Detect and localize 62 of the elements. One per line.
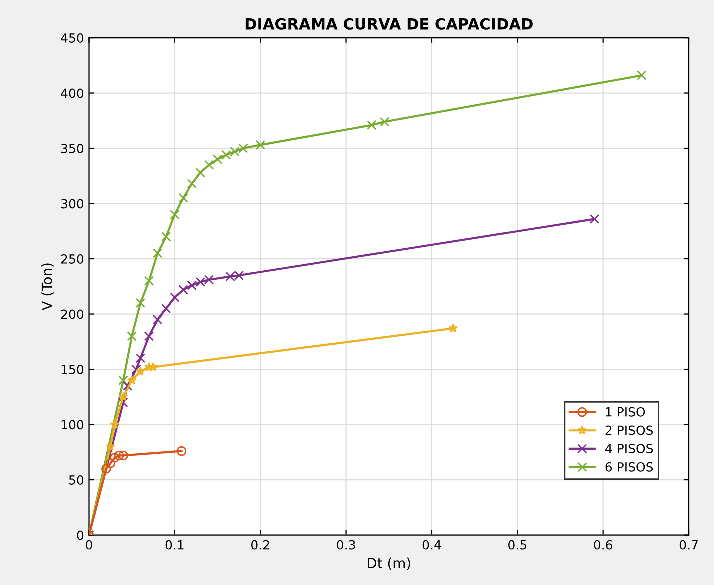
x-axis-title: Dt (m) [368, 558, 410, 570]
point [176, 446, 187, 456]
point [162, 304, 172, 314]
y-tick-label: 300 [61, 199, 84, 209]
y-tick-label: 450 [61, 33, 84, 43]
y-tick-label: 400 [61, 88, 84, 98]
x-tick-label: 0.2 [251, 540, 270, 550]
point [144, 362, 154, 372]
point [110, 420, 120, 429]
y-tick-label: 350 [61, 144, 84, 154]
y-tick-label: 50 [69, 475, 84, 485]
point [118, 450, 128, 461]
x-tick-label: 0.4 [422, 540, 442, 550]
point [162, 232, 172, 242]
legend-label: 2 PISOS [606, 426, 654, 436]
point [170, 210, 180, 220]
point [127, 376, 137, 385]
point [367, 120, 377, 130]
point [152, 314, 163, 325]
point [136, 366, 146, 376]
point [136, 354, 146, 364]
y-tick-label: 100 [62, 420, 84, 430]
y-tick-label: 200 [61, 310, 84, 320]
point [187, 179, 197, 189]
point [637, 70, 647, 80]
x-tick-label: 0.1 [166, 540, 184, 550]
point [114, 450, 124, 461]
point [144, 276, 154, 286]
point [196, 168, 206, 178]
point [144, 332, 154, 342]
x-tick-label: 0.5 [508, 540, 526, 550]
point [106, 458, 116, 468]
point [152, 248, 163, 258]
point [380, 117, 390, 127]
point [178, 193, 188, 204]
point [110, 453, 120, 463]
point [448, 324, 458, 333]
point [178, 285, 188, 295]
y-tick-label: 250 [61, 254, 84, 264]
x-tick-label: 0 [86, 540, 92, 550]
point [118, 392, 128, 402]
x-tick-label: 0.6 [594, 540, 612, 550]
point [118, 376, 128, 386]
legend-label: 1 PISO [606, 407, 646, 417]
point [102, 464, 112, 474]
y-axis-title: V (Ton) [42, 264, 54, 311]
point [148, 362, 158, 372]
x-tick-label: 0.3 [337, 540, 356, 550]
point [256, 140, 266, 150]
point [212, 154, 223, 164]
x-tick-label: 0.7 [680, 540, 698, 550]
point [127, 332, 137, 342]
y-tick-label: 150 [62, 364, 84, 374]
legend-label: 4 PISOS [606, 444, 654, 454]
y-tick-label: 0 [77, 530, 84, 540]
chart-title: DIAGRAMA CURVA DE CAPACIDAD [246, 18, 533, 30]
legend-label: 6 PISOS [606, 462, 654, 472]
point [136, 298, 146, 308]
point [590, 214, 600, 224]
point [106, 442, 116, 451]
point [170, 292, 180, 303]
point [204, 160, 214, 170]
